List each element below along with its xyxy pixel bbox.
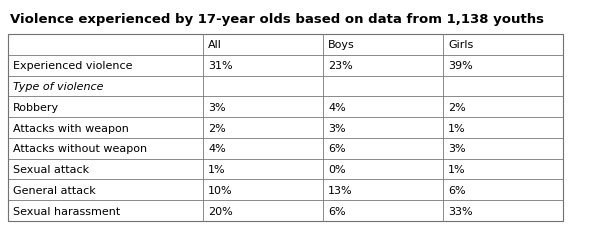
Text: Attacks without weapon: Attacks without weapon <box>13 144 147 154</box>
Text: 6%: 6% <box>448 185 466 195</box>
Text: 23%: 23% <box>328 61 353 71</box>
Text: All: All <box>208 40 222 50</box>
Text: 6%: 6% <box>328 144 346 154</box>
Text: 4%: 4% <box>208 144 226 154</box>
Text: 1%: 1% <box>448 164 466 174</box>
Text: Experienced violence: Experienced violence <box>13 61 133 71</box>
Text: 3%: 3% <box>208 102 226 112</box>
Text: 13%: 13% <box>328 185 353 195</box>
Text: 33%: 33% <box>448 206 473 216</box>
Text: Sexual attack: Sexual attack <box>13 164 89 174</box>
Text: 3%: 3% <box>328 123 346 133</box>
Text: 39%: 39% <box>448 61 473 71</box>
Text: 1%: 1% <box>448 123 466 133</box>
Text: 2%: 2% <box>208 123 226 133</box>
Text: Boys: Boys <box>328 40 355 50</box>
Text: 20%: 20% <box>208 206 233 216</box>
Text: 31%: 31% <box>208 61 233 71</box>
Text: Robbery: Robbery <box>13 102 59 112</box>
Text: Girls: Girls <box>448 40 473 50</box>
Text: 1%: 1% <box>208 164 226 174</box>
Text: 6%: 6% <box>328 206 346 216</box>
Text: 3%: 3% <box>448 144 466 154</box>
Text: Attacks with weapon: Attacks with weapon <box>13 123 129 133</box>
Text: 10%: 10% <box>208 185 233 195</box>
Text: Sexual harassment: Sexual harassment <box>13 206 120 216</box>
Text: Type of violence: Type of violence <box>13 81 104 91</box>
Text: Violence experienced by 17-year olds based on data from 1,138 youths: Violence experienced by 17-year olds bas… <box>10 13 544 26</box>
Text: 0%: 0% <box>328 164 346 174</box>
Text: 2%: 2% <box>448 102 466 112</box>
Text: 4%: 4% <box>328 102 346 112</box>
Text: General attack: General attack <box>13 185 96 195</box>
